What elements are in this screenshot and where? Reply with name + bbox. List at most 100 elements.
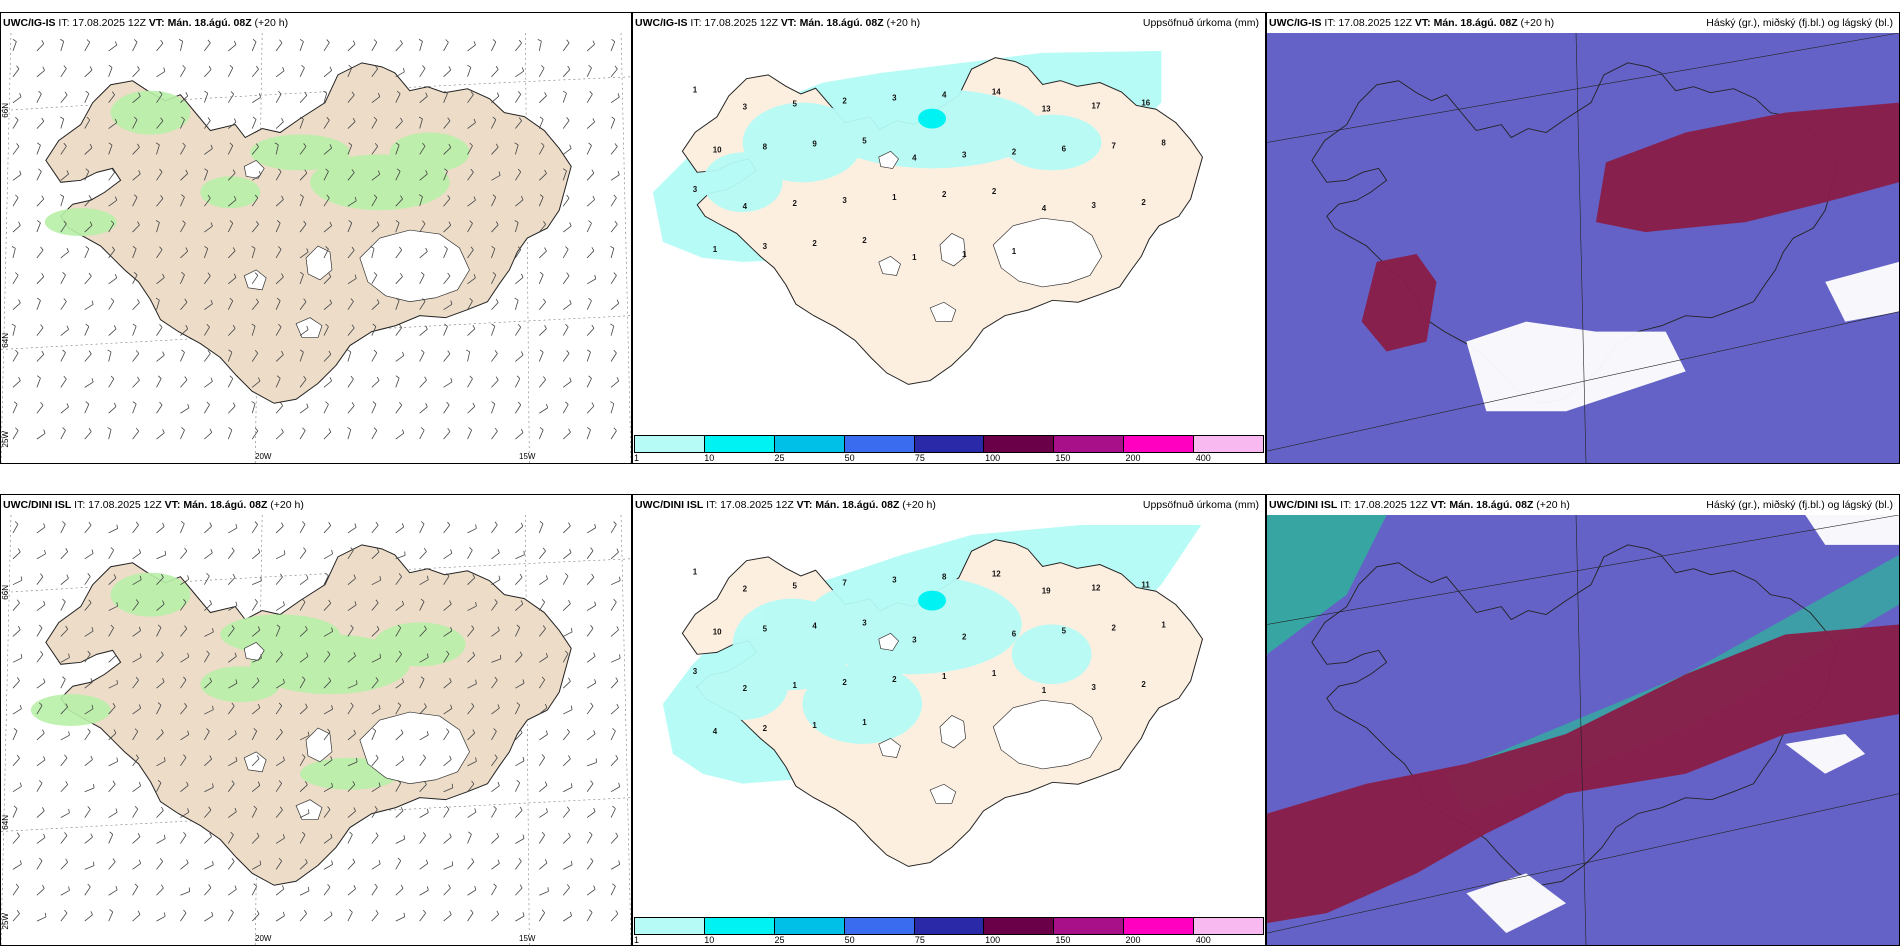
- glacier-2: [929, 301, 957, 322]
- wind-barb: [156, 884, 164, 896]
- wind-barb: [586, 679, 597, 689]
- wind-barb: [539, 575, 548, 586]
- wind-barb: [203, 168, 209, 181]
- wind-barb: [443, 728, 450, 741]
- wind-barb: [323, 756, 333, 767]
- wind-barb: [60, 909, 68, 922]
- wind-barb: [12, 221, 21, 233]
- wind-barb: [347, 652, 356, 663]
- wind-barb: [562, 90, 567, 103]
- colorbar-label: 10: [704, 453, 715, 463]
- wind-barb: [419, 547, 427, 560]
- wind-barb: [252, 576, 262, 586]
- wind-barb: [515, 834, 525, 844]
- wind-barb: [491, 271, 497, 285]
- wind-barb: [299, 325, 309, 336]
- wind-barb: [395, 624, 402, 637]
- glacier-4: [878, 632, 899, 651]
- wind-barb: [491, 676, 498, 689]
- wind-barb: [539, 247, 547, 259]
- wind-barb: [299, 298, 307, 310]
- wind-barb: [610, 116, 616, 129]
- wind-barb: [491, 245, 496, 259]
- wind-barb: [36, 600, 46, 611]
- wind-barb: [299, 731, 310, 741]
- wind-barb: [84, 599, 92, 611]
- wind-barb: [371, 323, 377, 336]
- wind-barb: [12, 728, 18, 741]
- wind-barb: [586, 324, 595, 336]
- wind-barb: [132, 883, 139, 896]
- wind-barb: [251, 194, 259, 207]
- wind-barb: [299, 248, 309, 259]
- wind-barb: [586, 118, 595, 129]
- wind-barb: [299, 427, 306, 440]
- glacier-0: [992, 217, 1103, 288]
- wind-barb: [491, 39, 497, 52]
- mid-cloud-1: [1466, 873, 1567, 934]
- wind-barb: [443, 600, 452, 611]
- wind-barb: [60, 116, 65, 129]
- wind-barb: [395, 884, 404, 896]
- wind-barb: [323, 833, 333, 844]
- lead-time: (+20 h): [270, 499, 304, 511]
- wind-barb: [227, 375, 234, 388]
- wind-barb: [347, 858, 356, 870]
- wind-barb: [156, 677, 165, 689]
- wind-barb: [12, 349, 19, 362]
- colorbar-label: 50: [844, 453, 855, 463]
- wind-barb: [299, 754, 306, 767]
- wind-barb: [538, 754, 546, 767]
- wind-barb: [84, 833, 93, 844]
- wind-barb: [180, 575, 190, 586]
- wind-barb: [203, 90, 209, 103]
- precip-value: 4: [912, 153, 917, 162]
- wind-barb: [419, 676, 425, 689]
- wind-barb: [108, 858, 116, 870]
- wind-barb: [299, 349, 304, 362]
- wind-barb: [467, 246, 474, 259]
- wind-barb: [538, 831, 546, 844]
- wind-barb: [204, 350, 211, 362]
- wind-barb: [514, 142, 519, 155]
- precip-value: 2: [942, 190, 947, 199]
- wind-barb: [275, 911, 285, 922]
- wind-barb: [12, 754, 20, 767]
- wind-barb: [323, 728, 331, 741]
- wind-barb: [395, 324, 403, 336]
- wind-barb: [299, 143, 307, 155]
- wind-barb: [204, 628, 214, 637]
- wind-barb: [467, 574, 476, 585]
- wind-barb: [538, 349, 544, 362]
- wind-barb: [132, 66, 140, 78]
- wind-barb: [36, 90, 42, 103]
- wind-barb: [586, 64, 592, 77]
- lead-time: (+20 h): [886, 17, 921, 29]
- wind-barb: [515, 756, 525, 767]
- wind-map: 20W 15W 66N 64N 25W: [1, 515, 631, 945]
- wind-barb: [395, 375, 400, 388]
- wind-barb: [610, 299, 620, 311]
- wind-barb: [180, 702, 188, 715]
- wind-barb: [610, 832, 619, 844]
- wind-barb: [156, 273, 165, 285]
- colorbar-swatch: [774, 436, 845, 452]
- wind-barb: [60, 375, 67, 388]
- wind-barb: [491, 728, 497, 741]
- wind-barb: [108, 325, 117, 336]
- wind-barb: [418, 38, 423, 52]
- wind-barb: [60, 780, 69, 792]
- wind-barb: [371, 272, 378, 285]
- wind-barb: [419, 220, 426, 233]
- wind-barb: [228, 652, 237, 663]
- wind-barb: [132, 143, 140, 155]
- wind-barb: [419, 730, 429, 741]
- wind-barb: [347, 909, 353, 922]
- wind-barb: [108, 91, 115, 103]
- wind-barb: [251, 521, 258, 534]
- wind-barb: [538, 65, 545, 77]
- wind-barb: [586, 297, 592, 310]
- wind-barb: [36, 523, 46, 534]
- glacier-1: [939, 233, 966, 267]
- wind-barb: [60, 858, 69, 870]
